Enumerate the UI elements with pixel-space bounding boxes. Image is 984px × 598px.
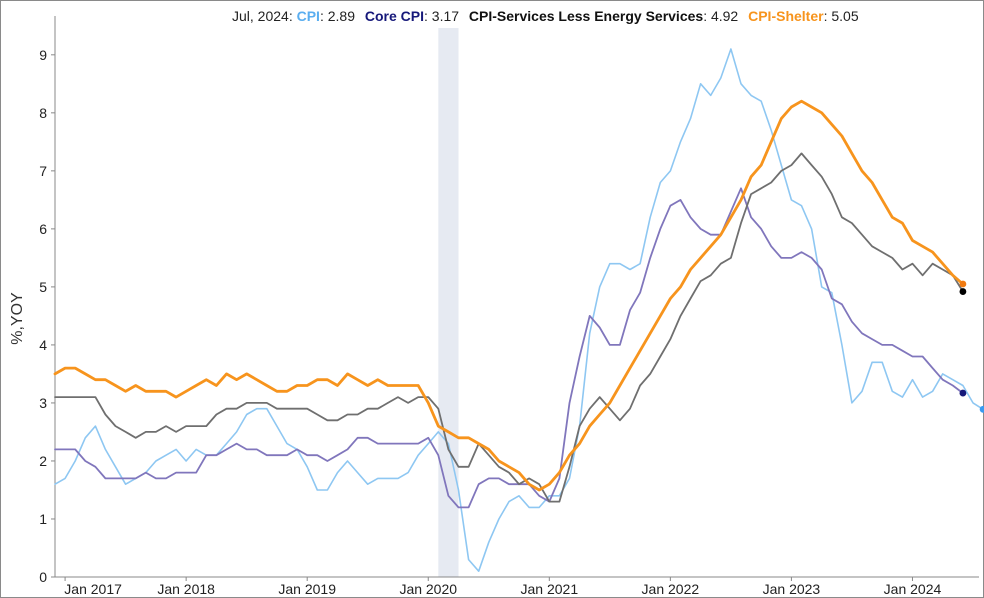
y-tick-label: 2 <box>39 453 47 469</box>
recession-shading <box>438 28 459 577</box>
end-marker-cpi <box>979 405 984 413</box>
end-markers <box>959 280 984 413</box>
x-tick-label: Jan 2019 <box>278 581 336 597</box>
y-tick-label: 5 <box>39 279 47 295</box>
x-tick-label: Jan 2018 <box>157 581 215 597</box>
legend-label-services: CPI-Services Less Energy Services <box>468 8 704 24</box>
legend-value-shelter: 5.05 <box>831 8 859 24</box>
series-line-cpi-services-less-energy-services <box>54 152 964 503</box>
shaded-period <box>438 28 459 577</box>
x-tick-label: Jan 2024 <box>884 581 942 597</box>
y-tick-label: 6 <box>39 221 47 237</box>
legend-value-cpi: 2.89 <box>327 8 355 24</box>
y-axis-title: %,YOY <box>9 292 26 345</box>
y-tick-label: 4 <box>39 337 47 353</box>
series-line-cpi-shelter <box>53 99 965 492</box>
y-tick-label: 3 <box>39 395 47 411</box>
end-marker-cpi-services-less-energy-services <box>959 288 967 295</box>
legend-item-core-cpi: Core CPI: 3.17 <box>364 8 460 24</box>
legend-item-cpi: CPI: 2.89 <box>296 8 355 24</box>
legend-item-services: CPI-Services Less Energy Services: 4.92 <box>468 8 739 24</box>
x-tick-label: Jan 2023 <box>763 581 821 597</box>
axes: 0 1 2 3 4 5 6 7 8 9 Jan 2017 Jan 2018 Jan 2019 Jan 20… <box>9 16 979 597</box>
series-lines <box>53 48 984 573</box>
chart-legend: Jul, 2024: CPI: 2.89 Core CPI: 3.17 CPI-… <box>232 8 865 24</box>
legend-label-shelter: CPI-Shelter <box>748 8 824 24</box>
y-tick-label: 7 <box>39 163 47 179</box>
legend-label-core-cpi: Core CPI <box>364 8 424 24</box>
x-tick-label: Jan 2020 <box>399 581 457 597</box>
y-tick-label: 9 <box>39 47 47 63</box>
y-tick-label: 8 <box>39 105 47 121</box>
legend-label-cpi: CPI <box>296 8 320 24</box>
legend-item-shelter: CPI-Shelter: 5.05 <box>748 8 859 24</box>
legend-date: Jul, 2024: <box>232 8 293 24</box>
x-tick-label: Jan 2022 <box>642 581 700 597</box>
x-tick-label: Jan 2017 <box>64 581 122 597</box>
end-marker-core-cpi <box>959 389 967 397</box>
legend-value-services: 4.92 <box>710 8 739 24</box>
legend-value-core-cpi: 3.17 <box>431 8 460 24</box>
end-marker-cpi-shelter <box>959 280 967 288</box>
series-line-cpi <box>54 48 984 573</box>
y-tick-label: 1 <box>39 511 47 527</box>
y-tick-label: 0 <box>39 569 47 585</box>
series-line-core-cpi <box>54 187 964 509</box>
x-tick-label: Jan 2021 <box>521 581 579 597</box>
